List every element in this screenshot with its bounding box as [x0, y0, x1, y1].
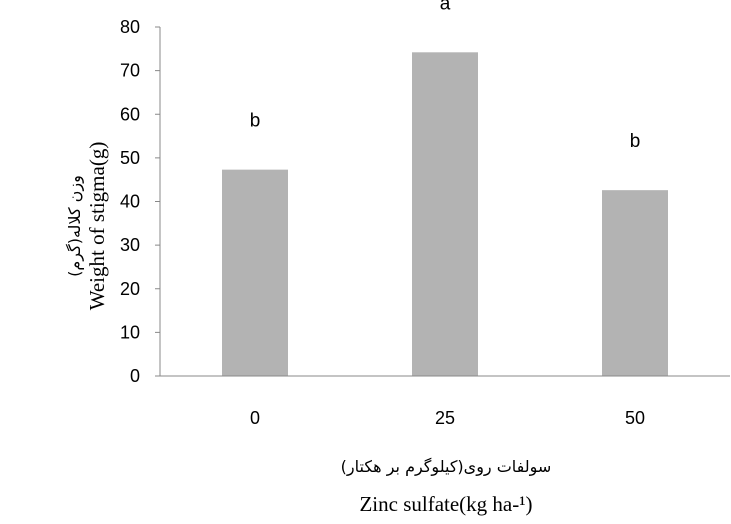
y-tick-label: 20: [120, 279, 140, 299]
y-axis-title-fa: وزن کلاله(گرم): [65, 175, 85, 277]
bar-0: [222, 169, 288, 376]
x-axis-ticks: 0 25 50: [250, 408, 645, 428]
y-tick-label: 50: [120, 148, 140, 168]
significance-labels: b a b: [250, 0, 641, 152]
axes: [155, 27, 730, 377]
y-axis-title-en: Weight of stigma(g): [85, 142, 109, 311]
y-tick-label: 60: [120, 104, 140, 124]
y-tick-label: 0: [130, 366, 140, 386]
y-tick-label: 30: [120, 235, 140, 255]
bar-50: [602, 190, 668, 376]
y-tick-label: 10: [120, 322, 140, 342]
x-tick-label: 0: [250, 408, 260, 428]
x-tick-label: 25: [435, 408, 455, 428]
significance-label-50: b: [630, 131, 641, 152]
bars: [222, 52, 668, 377]
y-tick-label: 40: [120, 192, 140, 212]
significance-label-25: a: [440, 0, 451, 14]
significance-label-0: b: [250, 111, 261, 132]
x-axis-title-fa: سولفات روی(کیلوگرم بر هکتار): [341, 457, 552, 477]
y-axis-ticks: 0 10 20 30 40 50 60 70 80: [120, 17, 160, 386]
x-axis-title-en: Zinc sulfate(kg ha-¹): [359, 492, 532, 516]
x-tick-label: 50: [625, 408, 645, 428]
bar-25: [412, 52, 478, 377]
y-tick-label: 70: [120, 61, 140, 81]
y-tick-label: 80: [120, 17, 140, 37]
